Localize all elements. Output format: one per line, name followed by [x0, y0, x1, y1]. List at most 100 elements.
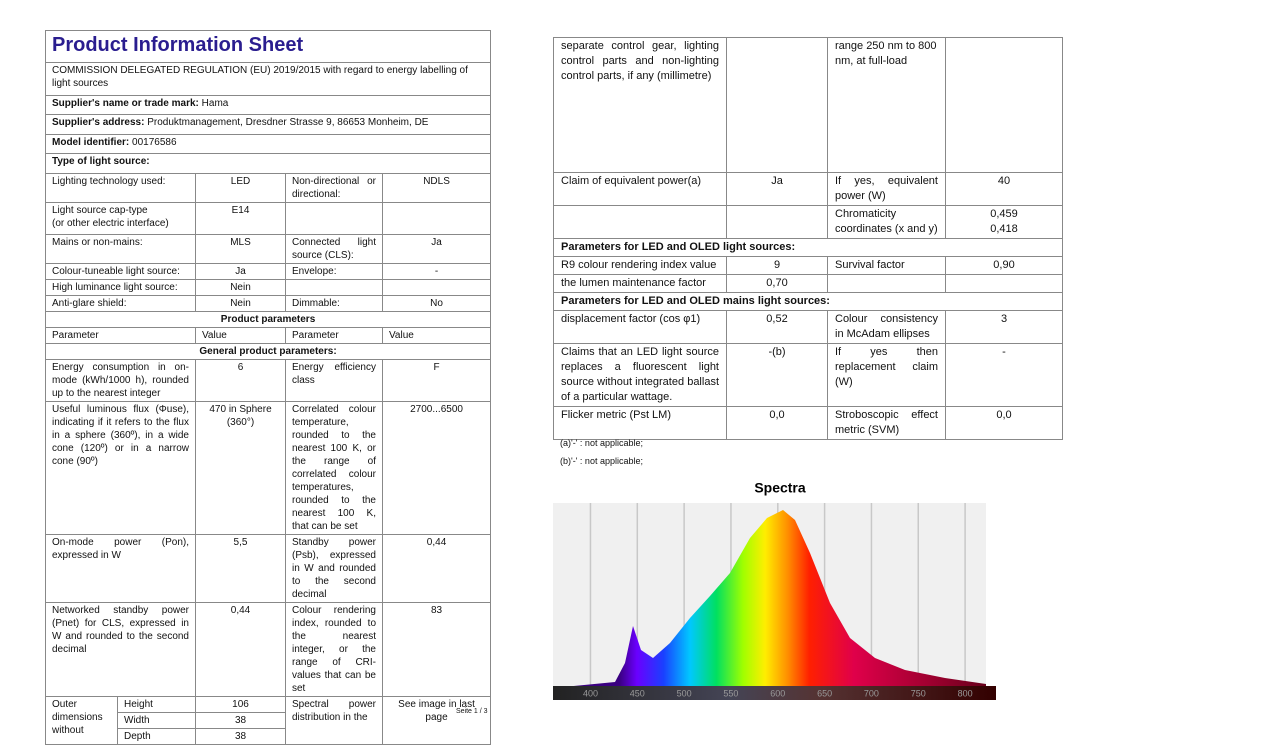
text: Lighting technology used: [45, 173, 196, 203]
text: MLS [195, 234, 286, 264]
text: the lumen maintenance factor [553, 274, 727, 293]
text: General product parameters: [44, 343, 492, 360]
row: Supplier's name or trade mark: Hama [44, 95, 492, 115]
row: Parameters for LED and OLED light source… [553, 238, 1063, 257]
text: Parameters for LED and OLED light source… [553, 238, 1063, 257]
x-tick-label: 450 [630, 688, 645, 698]
row: COMMISSION DELEGATED REGULATION (EU) 201… [44, 62, 492, 96]
text: COMMISSION DELEGATED REGULATION (EU) 201… [44, 62, 492, 96]
text: Claim of equivalent power(a) [553, 172, 727, 206]
row: High luminance light source: Nein [45, 279, 492, 296]
cell: Supplier's address: Produktmanagement, D… [44, 114, 492, 135]
text: On-mode power (Pon), expressed in W [45, 534, 196, 603]
text: Ja [195, 263, 286, 280]
text: 38 [195, 712, 286, 729]
text [945, 274, 1063, 293]
text: 3 [945, 310, 1063, 344]
text: Spectral power distribution in the [285, 696, 383, 745]
text: 5,5 [195, 534, 286, 603]
row: On-mode power (Pon), expressed in W 5,5 St… [45, 534, 492, 603]
text: No [381, 295, 492, 312]
text: Colour-tuneable light source: [45, 263, 196, 280]
row: Product parameters [44, 311, 492, 328]
text: Anti-glare shield: [45, 295, 196, 312]
row: displacement factor (cos φ1) 0,52 Colour c… [553, 310, 1063, 344]
text: Model identifier: [52, 137, 130, 148]
row: the lumen maintenance factor 0,70 [553, 274, 1063, 293]
text: (a)'-' : not applicable; [560, 438, 643, 448]
row: Model identifier: 00176586 [44, 134, 492, 154]
row: Energy consumption in on-mode (kWh/1000 … [45, 359, 492, 402]
text: Supplier's name or trade mark: [52, 98, 199, 109]
text: Flicker metric (Pst LM) [553, 406, 727, 440]
text: 106 [195, 696, 286, 713]
text: Parameter [285, 327, 383, 344]
text: Product Information Sheet [44, 30, 492, 63]
text: Correlated colour temperature, rounded t… [285, 401, 383, 535]
text: 0,44 [381, 534, 492, 603]
row: Claim of equivalent power(a) Ja If yes, eq… [553, 172, 1063, 206]
text: If yes, equivalent power (W) [827, 172, 946, 206]
text: 40 [945, 172, 1063, 206]
text: displacement factor (cos φ1) [553, 310, 727, 344]
text: If yes then replacement claim (W) [827, 343, 946, 407]
text: (or other electric interface) [52, 218, 169, 229]
text: R9 colour rendering index value [553, 256, 727, 275]
param-table: separate control gear, lighting control … [553, 37, 1063, 440]
text: Colour consistency in McAdam ellipses [827, 310, 946, 344]
text: Outer dimensions without [45, 696, 118, 745]
row: Outer dimensions without Height 106 Spectra… [45, 696, 492, 745]
x-tick-label: 500 [677, 688, 692, 698]
x-tick-label: 600 [770, 688, 785, 698]
row: General product parameters: [44, 343, 492, 360]
cell: Supplier's name or trade mark: Hama [44, 95, 492, 115]
row: Light source cap-type (or other electric … [45, 202, 492, 235]
text: 0,90 [945, 256, 1063, 275]
x-tick-label: 700 [864, 688, 879, 698]
text: Supplier's address: [52, 117, 145, 128]
text: 0,70 [726, 274, 828, 293]
text: LED [195, 173, 286, 203]
cell: 0,459 0,418 [945, 205, 1063, 239]
row: Networked standby power (Pnet) for CLS, … [45, 602, 492, 697]
text: Connected light source (CLS): [285, 234, 383, 264]
text: 0,418 [990, 223, 1018, 235]
x-tick-label: 550 [723, 688, 738, 698]
text: Energy consumption in on-mode (kWh/1000 … [45, 359, 196, 402]
element: Product Information Sheet COMMISSION DEL… [44, 30, 492, 745]
text: Parameter [45, 327, 196, 344]
row: Flicker metric (Pst LM) 0,0 Stroboscopic e… [553, 406, 1063, 440]
row: Parameter Value Parameter Value [45, 327, 492, 344]
x-tick-label: 800 [958, 688, 973, 698]
text: Dimmable: [285, 295, 383, 312]
text: 83 [381, 602, 492, 697]
spectrum-curve [553, 510, 986, 688]
text: See image in last page [381, 696, 492, 745]
text: Nein [195, 279, 286, 296]
text: - [945, 343, 1063, 407]
text: 470 in Sphere (360°) [195, 401, 286, 535]
text: 0,0 [945, 406, 1063, 440]
x-tick-label: 650 [817, 688, 832, 698]
text: Produktmanagement, Dresdner Strasse 9, 8… [147, 117, 429, 128]
text [945, 37, 1063, 173]
text: Non-directional or directional: [285, 173, 383, 203]
text: Depth [117, 728, 196, 745]
row: Supplier's address: Produktmanagement, D… [44, 114, 492, 135]
cell [381, 202, 492, 235]
text: Envelope: [285, 263, 383, 280]
x-tick-label: 750 [911, 688, 926, 698]
cell [381, 279, 492, 296]
row: Parameters for LED and OLED mains light … [553, 292, 1063, 311]
text [726, 205, 828, 239]
text: 6 [195, 359, 286, 402]
x-tick-label: 400 [583, 688, 598, 698]
text: NDLS [381, 173, 492, 203]
text: Useful luminous flux (Φuse), indicating … [45, 401, 196, 535]
cell: Model identifier: 00176586 [44, 134, 492, 154]
text: Survival factor [827, 256, 946, 275]
text: 0,44 [195, 602, 286, 697]
text: Chromaticity coordinates (x and y) [827, 205, 946, 239]
text: High luminance light source: [45, 279, 196, 296]
text: 00176586 [132, 137, 177, 148]
